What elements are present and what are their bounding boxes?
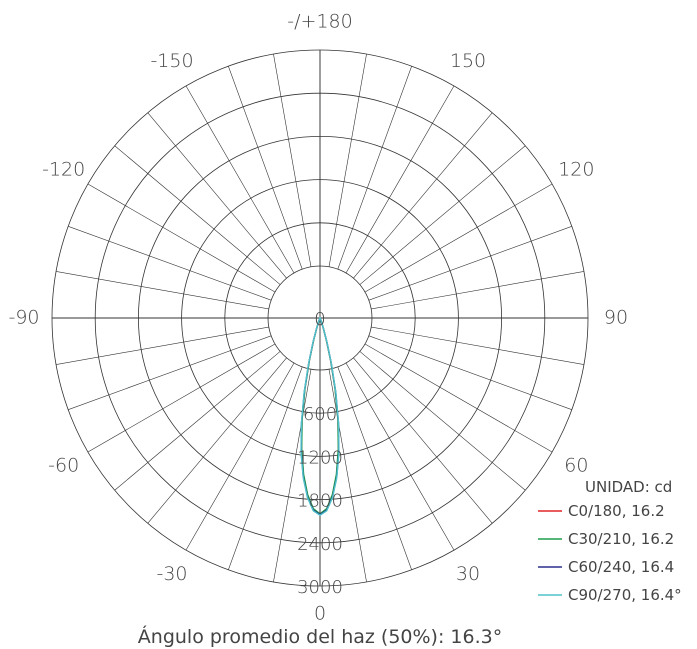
legend: UNIDAD: cd C0/180, 16.2 C30/210, 16.2 C60/… [538,478,682,604]
angle-label-150: -150 [150,50,193,72]
angle-label-150: 150 [450,50,486,72]
grid-spoke-330 [185,362,295,551]
grid-spoke-10 [328,369,367,582]
angle-label-120: 120 [558,159,594,181]
grid-spoke-80 [371,326,584,365]
grid-spoke-30 [345,362,455,551]
grid-spoke-350 [273,369,312,582]
grid-spoke-40 [353,357,493,524]
ring-label-0: 0 [314,309,325,330]
grid-spoke-300 [87,343,276,453]
angle-label-90: 90 [604,307,628,329]
legend-label-2: C60/240, 16.4 [568,558,674,576]
grid-spoke-280 [56,326,269,365]
angle-label-90: -90 [8,307,39,329]
grid-spoke-20 [337,366,412,570]
grid-spoke-100 [371,271,584,310]
beam-angle-caption: Ángulo promedio del haz (50%): 16.3° [138,625,502,648]
grid-spoke-70 [368,335,572,410]
angle-label-30: -30 [156,563,187,585]
grid-spoke-340 [228,366,303,570]
angle-label-120: -120 [42,159,85,181]
ring-label-3000: 3000 [297,577,343,598]
ring-label-2400: 2400 [297,534,343,555]
ring-label-1800: 1800 [297,491,343,512]
grid-spoke-210 [185,85,295,274]
grid-spoke-170 [328,54,367,267]
grid-spoke-130 [359,145,526,285]
grid-spoke-120 [364,183,553,293]
series-curves [300,316,340,517]
grid-spoke-160 [337,66,412,270]
grid-spoke-200 [228,66,303,270]
grid-spoke-310 [114,351,281,491]
grid-spoke-220 [147,112,287,279]
grid-spoke-240 [87,183,276,293]
grid-spoke-60 [364,343,553,453]
grid-spoke-260 [56,271,269,310]
ring-label-600: 600 [303,404,337,425]
grid-spoke-250 [68,226,272,301]
ring-label-1200: 1200 [297,447,343,468]
grid-spoke-150 [345,85,455,274]
angle-label-0: 0 [314,603,326,625]
grid-spoke-140 [353,112,493,279]
grid-spoke-50 [359,351,526,491]
series-curve-3 [300,316,340,517]
ring-labels: 0 600 1200 1800 2400 3000 [297,309,343,598]
grid-spoke-290 [68,335,272,410]
legend-label-0: C0/180, 16.2 [568,502,665,520]
polar-grid [51,49,589,587]
grid-spoke-230 [114,145,281,285]
angle-label-30: 30 [456,563,480,585]
grid-spoke-190 [273,54,312,267]
angle-label-180: -/+180 [287,11,352,33]
grid-spoke-320 [147,357,287,524]
grid-spoke-110 [368,226,572,301]
angle-label-60: 60 [564,455,588,477]
legend-label-3: C90/270, 16.4° [568,586,682,604]
unit-label: UNIDAD: cd [585,478,672,496]
angle-labels: -/+180 -150 150 -120 120 -90 90 -60 60 -30 30 0 [8,11,628,625]
legend-label-1: C30/210, 16.2 [568,530,674,548]
angle-label-60: -60 [48,455,79,477]
